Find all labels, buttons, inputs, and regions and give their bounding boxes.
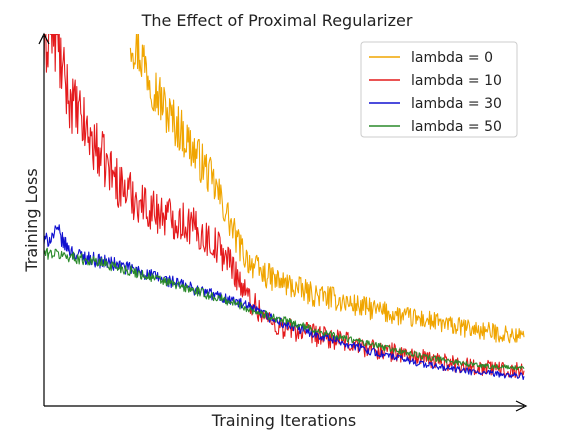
legend-label-0: lambda = 0: [411, 50, 493, 66]
series-line-0: [129, 34, 525, 344]
x-axis-label: Training Iterations: [211, 411, 356, 430]
y-axis-arrow: [38, 32, 50, 45]
legend-label-3: lambda = 50: [411, 119, 502, 135]
chart-title: The Effect of Proximal Regularizer: [141, 11, 413, 30]
y-axis-label: Training Loss: [22, 168, 41, 272]
axes: [38, 32, 528, 412]
legend-label-1: lambda = 10: [411, 73, 502, 89]
legend: lambda = 0 lambda = 10 lambda = 30 lambda =…: [360, 41, 518, 138]
series-layer: [44, 34, 525, 381]
x-axis-arrow: [515, 400, 528, 412]
series-line-1: [44, 34, 525, 379]
series-line-2: [44, 224, 525, 381]
legend-frame: [360, 41, 518, 138]
series-line-3: [44, 247, 525, 371]
legend-label-2: lambda = 30: [411, 96, 502, 112]
